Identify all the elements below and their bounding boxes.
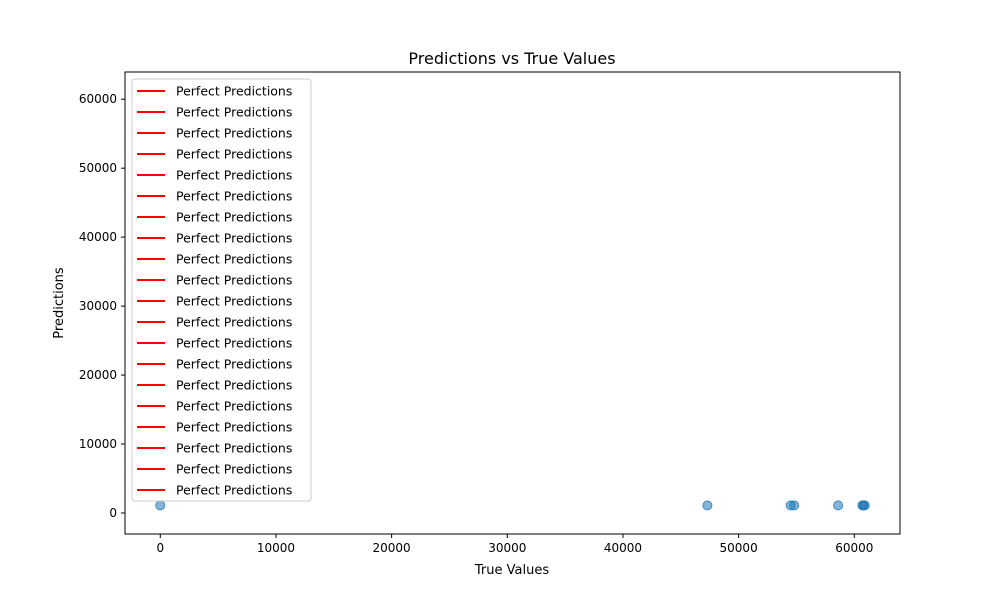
legend-entry-label: Perfect Predictions	[176, 84, 292, 99]
legend-entry-label: Perfect Predictions	[176, 231, 292, 246]
x-axis-ticks: 0 10000 20000 30000 40000 50000 60000	[156, 534, 873, 555]
legend-entry-label: Perfect Predictions	[176, 252, 292, 267]
y-tick-label: 40000	[79, 230, 117, 244]
legend-entry-label: Perfect Predictions	[176, 378, 292, 393]
legend-entry-label: Perfect Predictions	[176, 315, 292, 330]
legend-entry-label: Perfect Predictions	[176, 189, 292, 204]
legend-entry-label: Perfect Predictions	[176, 168, 292, 183]
plot-area-frame	[124, 71, 901, 535]
y-tick-label: 60000	[79, 92, 117, 106]
legend-entry-label: Perfect Predictions	[176, 105, 292, 120]
legend: Perfect Predictions Perfect Predictions Pe…	[131, 78, 312, 502]
y-axis-ticks: 0 10000 20000 30000 40000 50000 60000	[79, 92, 125, 520]
y-tick-label: 30000	[79, 299, 117, 313]
legend-entry-label: Perfect Predictions	[176, 420, 292, 435]
legend-entry-label: Perfect Predictions	[176, 126, 292, 141]
x-tick-label: 50000	[720, 541, 758, 555]
y-tick-label: 0	[109, 506, 117, 520]
chart-title: Predictions vs True Values	[408, 49, 615, 68]
y-tick-label: 50000	[79, 161, 117, 175]
legend-entry-label: Perfect Predictions	[176, 441, 292, 456]
legend-entry-label: Perfect Predictions	[176, 336, 292, 351]
x-tick-label: 30000	[488, 541, 526, 555]
x-tick-label: 40000	[604, 541, 642, 555]
scatter-point	[859, 500, 870, 511]
legend-entry-label: Perfect Predictions	[176, 462, 292, 477]
x-tick-label: 60000	[835, 541, 873, 555]
legend-box	[131, 78, 312, 502]
legend-entry-label: Perfect Predictions	[176, 273, 292, 288]
scatter-points	[155, 500, 870, 511]
y-tick-label: 10000	[79, 437, 117, 451]
scatter-point	[789, 500, 800, 511]
legend-entry-label: Perfect Predictions	[176, 357, 292, 372]
legend-entry-label: Perfect Predictions	[176, 399, 292, 414]
y-tick-label: 20000	[79, 368, 117, 382]
scatter-point	[702, 500, 713, 511]
x-tick-label: 10000	[257, 541, 295, 555]
x-axis-label: True Values	[474, 563, 549, 578]
legend-entry-label: Perfect Predictions	[176, 210, 292, 225]
legend-entry-label: Perfect Predictions	[176, 147, 292, 162]
legend-entry-label: Perfect Predictions	[176, 294, 292, 309]
x-tick-label: 0	[156, 541, 164, 555]
legend-entry-label: Perfect Predictions	[176, 483, 292, 498]
x-tick-label: 20000	[373, 541, 411, 555]
scatter-point	[155, 500, 166, 511]
scatter-point	[833, 500, 844, 511]
y-axis-label: Predictions	[52, 267, 67, 339]
